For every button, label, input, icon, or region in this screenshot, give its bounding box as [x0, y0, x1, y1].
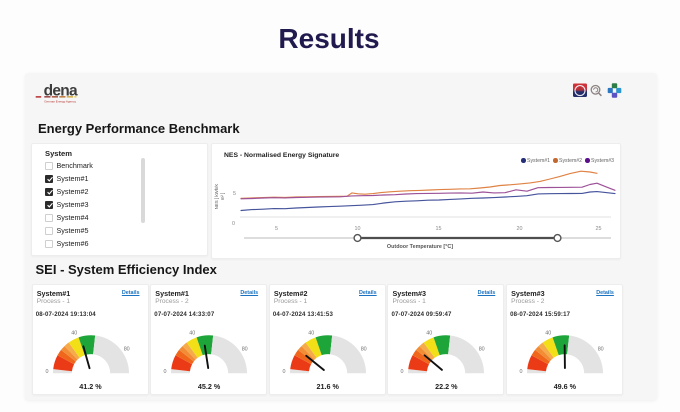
svg-text:40: 40 — [427, 331, 433, 337]
svg-text:0: 0 — [401, 369, 404, 375]
svg-text:0: 0 — [45, 369, 48, 375]
svg-text:0: 0 — [164, 369, 167, 375]
svg-text:80: 80 — [123, 347, 129, 353]
svg-text:80: 80 — [242, 347, 248, 353]
svg-text:40: 40 — [189, 331, 195, 337]
svg-text:40: 40 — [308, 331, 314, 337]
svg-text:40: 40 — [71, 331, 77, 337]
svg-text:0: 0 — [282, 369, 285, 375]
svg-text:0: 0 — [519, 369, 522, 375]
svg-text:German Energy Agency: German Energy Agency — [44, 99, 76, 103]
svg-text:dena: dena — [44, 83, 78, 100]
svg-text:80: 80 — [479, 347, 485, 353]
svg-text:40: 40 — [545, 331, 551, 337]
svg-text:80: 80 — [360, 347, 366, 353]
svg-text:80: 80 — [598, 347, 604, 353]
